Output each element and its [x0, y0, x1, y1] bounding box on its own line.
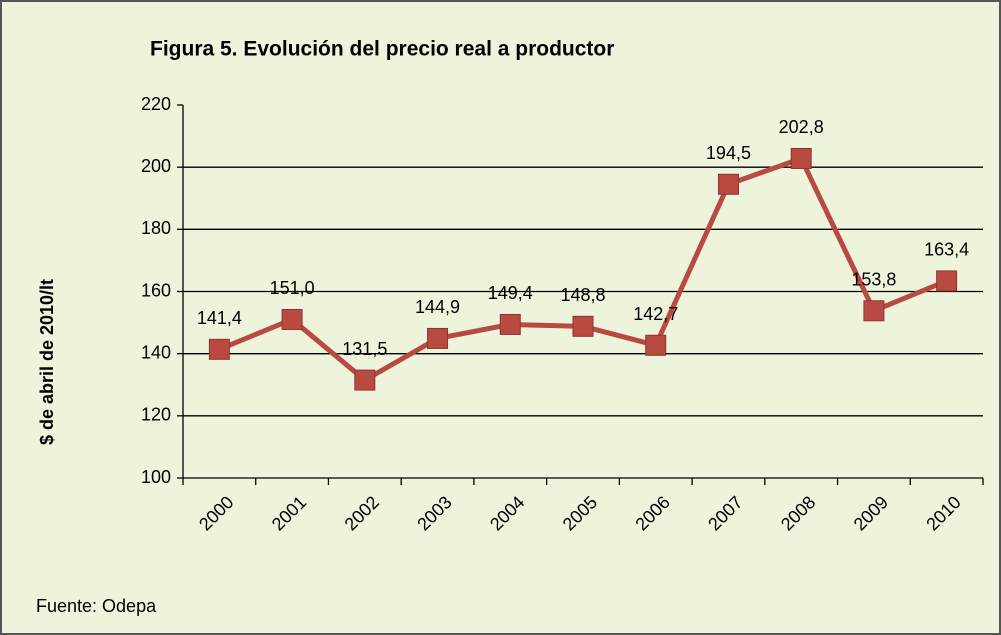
data-point	[936, 270, 958, 292]
data-label: 153,8	[851, 270, 896, 290]
y-tick-label: 180	[141, 218, 171, 238]
y-tick-label: 200	[141, 156, 171, 176]
source-note: Fuente: Odepa	[36, 596, 157, 616]
data-label: 148,8	[560, 285, 605, 305]
data-point	[863, 300, 885, 322]
data-label: 194,5	[706, 143, 751, 163]
data-label: 151,0	[270, 278, 315, 298]
data-point	[499, 313, 521, 335]
data-point	[427, 327, 449, 349]
data-label: 142,7	[633, 304, 678, 324]
data-point	[208, 338, 230, 360]
data-point	[354, 369, 376, 391]
y-tick-label: 100	[141, 467, 171, 487]
data-point	[281, 308, 303, 330]
data-point	[572, 315, 594, 337]
y-tick-label: 120	[141, 405, 171, 425]
chart-title: Figura 5. Evolución del precio real a pr…	[150, 38, 614, 61]
data-point	[645, 334, 667, 356]
y-tick-label: 220	[141, 94, 171, 114]
y-tick-label: 140	[141, 342, 171, 362]
data-label: 149,4	[488, 283, 533, 303]
data-label: 131,5	[342, 339, 387, 359]
data-point	[717, 173, 739, 195]
data-point	[790, 147, 812, 169]
y-tick-label: 160	[141, 280, 171, 300]
data-label: 163,4	[924, 240, 969, 260]
y-axis-label: $ de abril de 2010/lt	[37, 279, 57, 445]
data-label: 202,8	[779, 117, 824, 137]
data-label: 144,9	[415, 297, 460, 317]
data-label: 141,4	[197, 308, 242, 328]
